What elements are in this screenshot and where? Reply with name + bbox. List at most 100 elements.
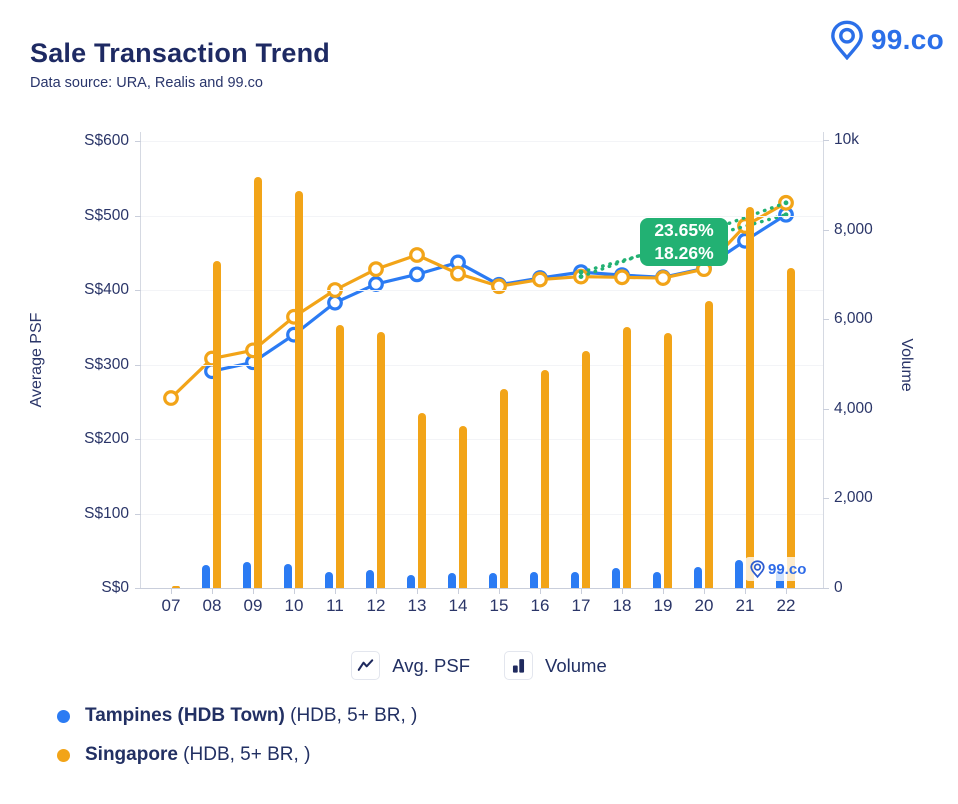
right-axis-tick-label: 10k [834, 131, 859, 148]
volume-bar[interactable] [786, 267, 795, 588]
x-axis-tick [663, 588, 664, 594]
right-axis-title: Volume [898, 338, 915, 392]
x-axis-tick-label: 08 [202, 596, 222, 615]
x-axis-tick [212, 588, 213, 594]
left-axis-tick [135, 215, 141, 217]
x-axis-tick-label: 14 [448, 596, 468, 615]
psf-point[interactable] [532, 271, 548, 288]
psf-point[interactable] [327, 282, 343, 298]
x-axis-tick [622, 588, 623, 594]
right-axis-tick [823, 498, 829, 500]
x-axis-tick [335, 588, 336, 594]
volume-bar[interactable] [253, 177, 262, 588]
x-axis-tick-label: 12 [366, 596, 386, 615]
brand-logo-text: 99.co [870, 24, 944, 55]
x-axis-tick-label: 22 [776, 596, 796, 615]
right-axis-tick-label: 0 [834, 579, 843, 596]
volume-bar[interactable] [212, 260, 221, 588]
left-axis-tick [135, 439, 141, 440]
psf-point[interactable] [327, 294, 343, 311]
volume-bar[interactable] [458, 425, 467, 588]
brand-logo: 99.co [830, 20, 944, 60]
volume-bar[interactable] [417, 412, 426, 588]
volume-bar[interactable] [694, 566, 702, 588]
volume-bar[interactable] [704, 300, 713, 588]
volume-bar[interactable] [325, 572, 333, 588]
x-axis-tick-label: 17 [571, 596, 591, 615]
volume-bar[interactable] [284, 564, 292, 588]
volume-bar[interactable] [202, 565, 210, 588]
x-axis-tick [745, 588, 746, 594]
psf-point[interactable] [409, 247, 425, 263]
watermark-text: 99.co [768, 560, 807, 578]
volume-bar[interactable] [171, 586, 180, 588]
psf-point[interactable] [655, 270, 671, 286]
psf-lines-layer [163, 194, 794, 406]
volume-bar[interactable] [407, 575, 415, 588]
left-axis-tick [135, 513, 141, 515]
volume-bar[interactable] [745, 207, 754, 588]
psf-point[interactable] [409, 266, 425, 283]
psf-point[interactable] [368, 261, 384, 278]
growth-value-tampines: 18.26% [654, 243, 714, 263]
right-axis-tick [823, 229, 829, 231]
volume-bar[interactable] [243, 562, 251, 588]
psf-point[interactable] [450, 265, 466, 282]
chart-legend: Avg. PSF Volume [0, 651, 958, 680]
singapore-series-label: Singapore (HDB, 5+ BR, ) [85, 744, 311, 765]
legend-item-avg-psf[interactable]: Avg. PSF [351, 651, 470, 680]
volume-bar[interactable] [663, 333, 672, 588]
volume-bar[interactable] [366, 570, 374, 588]
x-axis-tick [294, 588, 295, 594]
x-axis-tick [581, 588, 582, 594]
left-axis-tick [135, 290, 141, 291]
volume-bar[interactable] [653, 571, 661, 588]
volume-bar[interactable] [335, 324, 344, 588]
page-title: Sale Transaction Trend [30, 38, 331, 69]
x-axis-tick-label: 10 [284, 596, 304, 615]
volume-bar[interactable] [530, 572, 538, 588]
x-axis-tick [171, 588, 172, 594]
left-axis-tick-label: S$400 [84, 281, 129, 298]
legend-item-volume[interactable]: Volume [504, 651, 607, 680]
volume-bar[interactable] [499, 389, 508, 588]
left-axis-tick-label: S$100 [84, 504, 129, 522]
x-axis-tick-label: 20 [694, 596, 714, 615]
series-legend-tampines: Tampines (HDB Town) (HDB, 5+ BR, ) [57, 705, 417, 727]
x-axis-tick-label: 07 [161, 596, 181, 615]
psf-point[interactable] [368, 276, 384, 292]
psf-point[interactable] [163, 390, 179, 406]
volume-bar[interactable] [581, 351, 590, 588]
x-axis-tick [417, 588, 418, 594]
volume-bar[interactable] [735, 560, 743, 588]
volume-bar[interactable] [612, 567, 620, 588]
x-axis-tick-label: 13 [407, 596, 427, 615]
volume-bar[interactable] [571, 572, 579, 588]
x-axis-tick-label: 16 [530, 596, 550, 615]
psf-point[interactable] [614, 269, 630, 286]
left-axis-tick-label: S$500 [84, 206, 129, 224]
volume-bar[interactable] [376, 331, 385, 588]
legend-label-avg-psf: Avg. PSF [392, 654, 471, 676]
right-axis-tick [823, 588, 829, 589]
x-axis-tick [499, 588, 500, 594]
chart-watermark: 99.co [745, 557, 814, 581]
psf-point[interactable] [491, 278, 507, 295]
x-axis-tick-label: 09 [243, 596, 263, 615]
growth-tooltip: 23.65% 18.26% [640, 218, 728, 266]
left-axis-title: Average PSF [28, 312, 45, 408]
x-axis-tick [704, 588, 705, 594]
x-axis-tick [540, 588, 541, 594]
volume-bar[interactable] [294, 190, 303, 588]
volume-bar[interactable] [448, 573, 456, 588]
volume-bar[interactable] [622, 326, 631, 588]
gridline [141, 513, 823, 515]
volume-bar[interactable] [540, 370, 549, 588]
series-legend: Tampines (HDB Town) (HDB, 5+ BR, ) Singa… [57, 705, 417, 783]
x-axis-tick-label: 19 [653, 596, 673, 615]
left-axis-tick-label: S$300 [84, 355, 129, 373]
volume-bar[interactable] [489, 573, 497, 588]
x-axis-tick [458, 588, 459, 594]
right-axis-tick [823, 408, 829, 410]
